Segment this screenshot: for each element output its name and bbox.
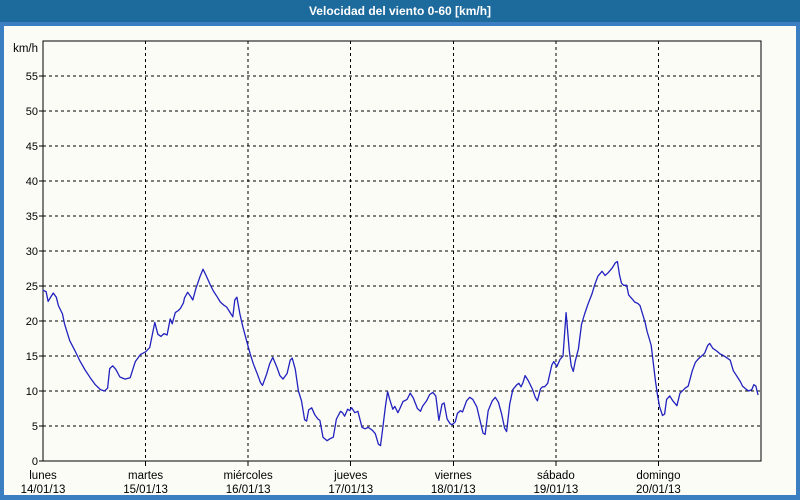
- wind-speed-line: [42, 260, 759, 447]
- x-axis-date-label-3: 17/01/13: [328, 484, 373, 496]
- y-tick-label-10: 10: [26, 386, 38, 398]
- x-axis-day-label-5: sábado: [537, 470, 575, 482]
- plot-border: [42, 40, 762, 462]
- x-axis-day-label-1: martes: [128, 470, 163, 482]
- y-tick-label-20: 20: [26, 316, 38, 328]
- y-axis-unit-label: km/h: [13, 43, 38, 55]
- x-axis-date-label-5: 19/01/13: [533, 484, 578, 496]
- x-axis-day-label-0: lunes: [29, 470, 57, 482]
- x-axis-date-label-1: 15/01/13: [123, 484, 168, 496]
- y-tick-label-55: 55: [26, 71, 38, 83]
- y-tick-label-45: 45: [26, 141, 38, 153]
- x-axis-date-label-0: 14/01/13: [21, 484, 66, 496]
- y-tick-label-15: 15: [26, 351, 38, 363]
- page-title: Velocidad del viento 0-60 [km/h]: [308, 4, 492, 18]
- chart-panel: [4, 26, 796, 495]
- x-axis-date-label-4: 18/01/13: [431, 484, 476, 496]
- y-tick-label-0: 0: [32, 456, 38, 468]
- x-axis-day-label-2: miércoles: [224, 470, 273, 482]
- y-tick-label-30: 30: [26, 246, 38, 258]
- x-axis-date-label-6: 20/01/13: [636, 484, 681, 496]
- axes-and-grid-group: [39, 40, 762, 466]
- y-tick-label-50: 50: [26, 106, 38, 118]
- x-axis-day-label-3: jueves: [333, 470, 367, 482]
- y-tick-label-25: 25: [26, 281, 38, 293]
- y-tick-label-35: 35: [26, 211, 38, 223]
- x-axis-day-label-4: viernes: [435, 470, 472, 482]
- title-bar: Velocidad del viento 0-60 [km/h]: [0, 0, 800, 22]
- y-tick-label-40: 40: [26, 176, 38, 188]
- x-axis-day-label-6: domingo: [636, 470, 680, 482]
- y-tick-label-5: 5: [32, 421, 38, 433]
- x-axis-date-label-2: 16/01/13: [226, 484, 271, 496]
